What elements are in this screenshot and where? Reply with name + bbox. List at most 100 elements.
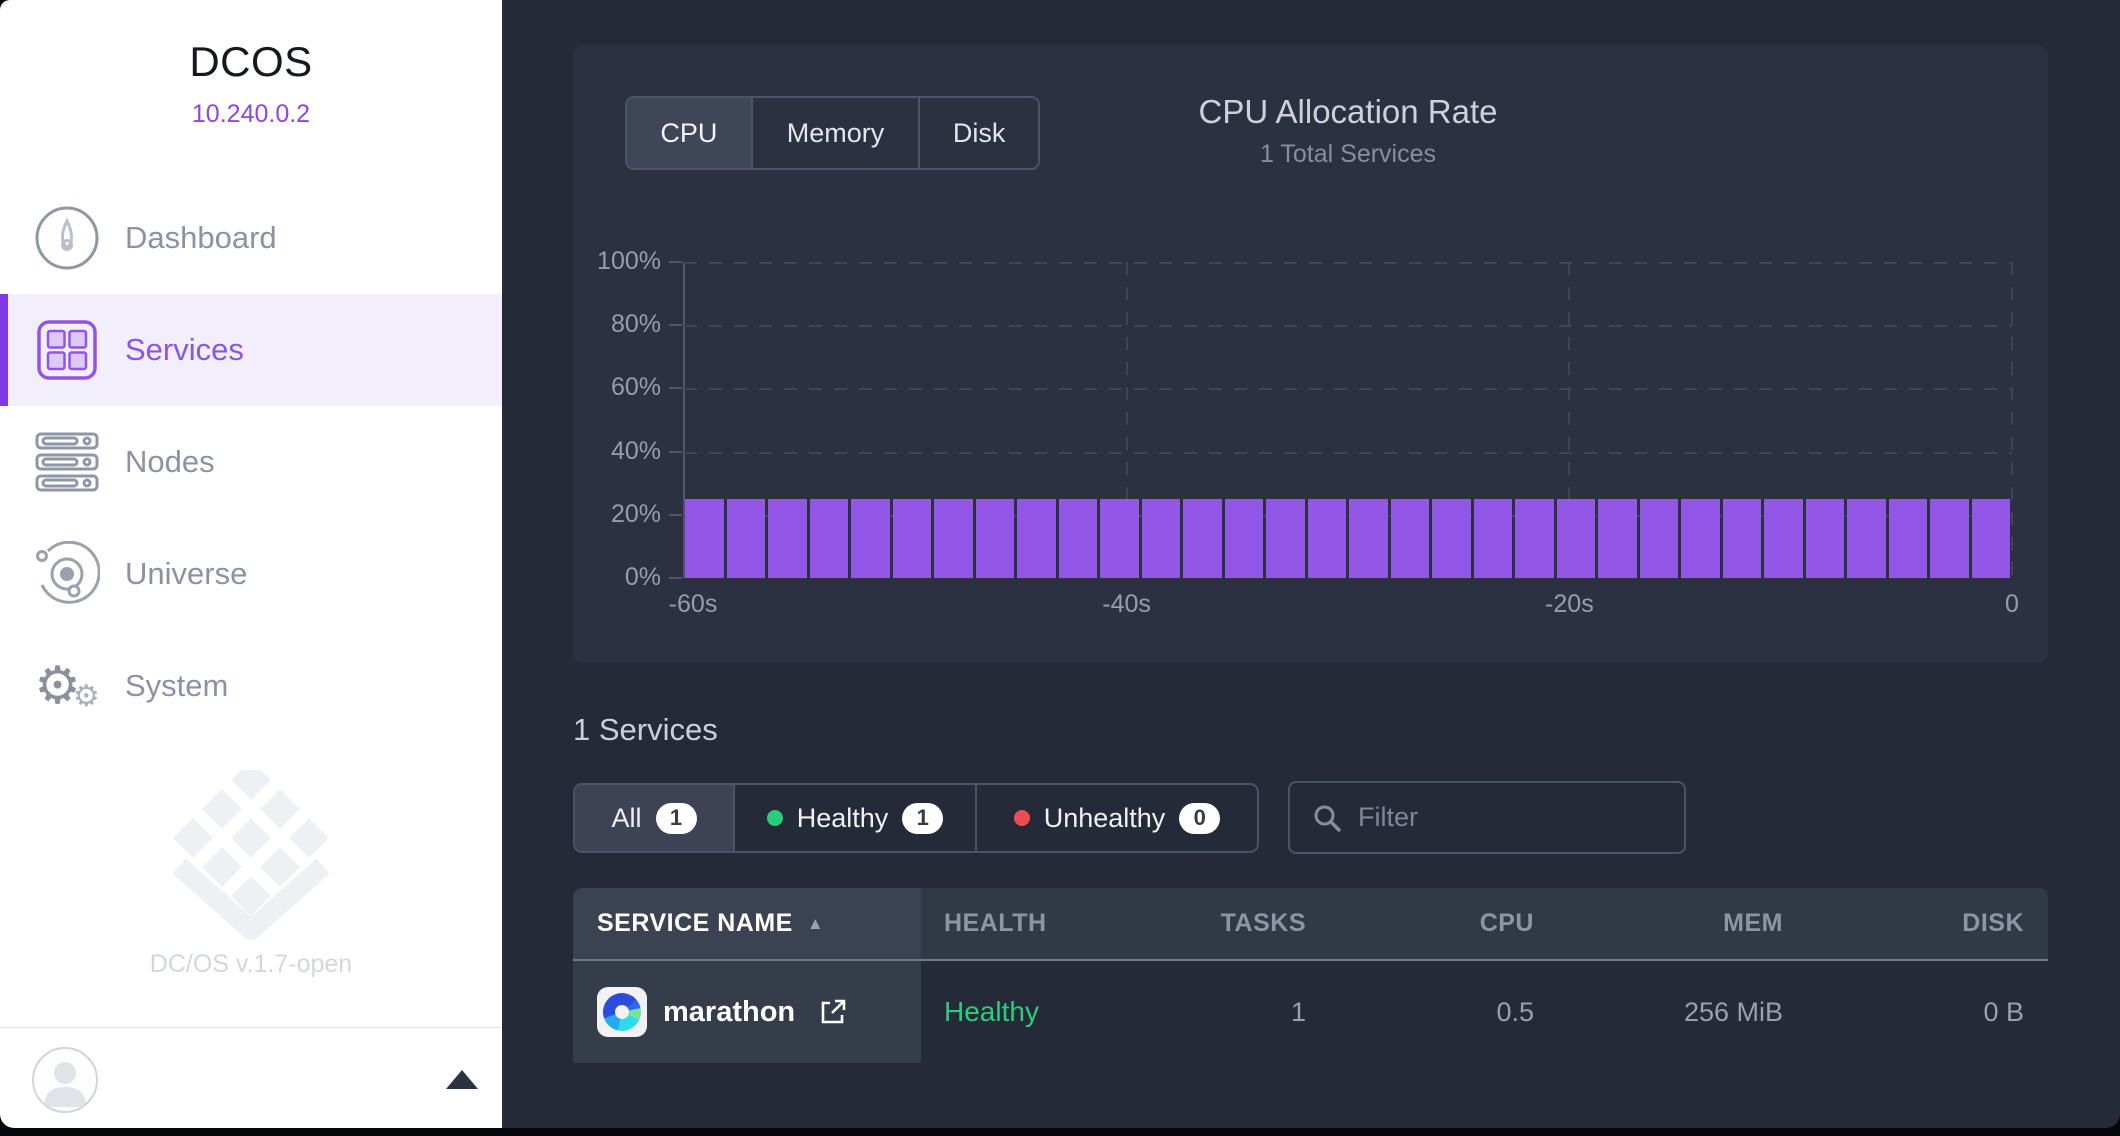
filter-tab-healthy[interactable]: Healthy 1 xyxy=(733,785,975,851)
y-tick-label: 80% xyxy=(610,310,661,338)
gridline-80 xyxy=(684,325,2012,327)
health-filter-tabs: All 1 Healthy 1 Unhealthy 0 xyxy=(573,783,1259,853)
x-tick-label: -20s xyxy=(1545,590,1594,618)
search-icon xyxy=(1314,805,1341,832)
bar xyxy=(1681,499,1720,578)
x-tick-label: -60s xyxy=(668,590,718,618)
y-axis-line xyxy=(683,262,685,578)
plot-area xyxy=(684,262,2013,578)
sidebar-divider xyxy=(0,1027,502,1028)
count-badge: 0 xyxy=(1179,802,1221,834)
services-table-header: SERVICE NAME ▲ HEALTH TASKS CPU MEM DISK xyxy=(573,888,2048,961)
bar xyxy=(1598,499,1637,578)
column-header-disk[interactable]: DISK xyxy=(1962,909,2024,937)
filter-tab-all[interactable]: All 1 xyxy=(575,785,733,851)
mem-cell: 256 MiB xyxy=(1683,996,1783,1027)
column-header-mem[interactable]: MEM xyxy=(1723,909,1783,937)
service-name-cell: marathon xyxy=(573,961,921,1063)
bar xyxy=(1266,499,1305,578)
health-cell: Healthy xyxy=(944,996,1039,1027)
sidebar-item-system[interactable]: ⚙ ⚙ System xyxy=(0,630,502,742)
x-tick-label: -40s xyxy=(1102,590,1151,618)
bar xyxy=(1930,499,1969,578)
column-header-cpu[interactable]: CPU xyxy=(1479,909,1534,937)
gridline-100 xyxy=(684,262,2012,264)
bar xyxy=(1432,499,1471,578)
tab-disk[interactable]: Disk xyxy=(918,98,1038,168)
sidebar-item-label: Universe xyxy=(125,556,248,591)
bar xyxy=(1515,499,1554,578)
sidebar-item-label: Nodes xyxy=(125,444,215,479)
column-header-service-name[interactable]: SERVICE NAME ▲ xyxy=(573,888,921,959)
bar xyxy=(1349,499,1388,578)
filter-search-box xyxy=(1288,781,1712,854)
nodes-icon xyxy=(33,428,101,496)
gauge-icon xyxy=(33,204,101,272)
bar xyxy=(685,499,724,578)
gridline-0s xyxy=(2011,262,2013,578)
tab-memory[interactable]: Memory xyxy=(750,98,918,168)
column-header-tasks[interactable]: TASKS xyxy=(1220,909,1306,937)
bar xyxy=(1183,499,1222,578)
dcos-logo-watermark xyxy=(0,770,502,940)
allocation-chart-panel: CPU Memory Disk CPU Allocation Rate 1 To… xyxy=(573,45,2048,663)
sidebar-item-label: Dashboard xyxy=(125,220,277,255)
filter-input[interactable] xyxy=(1358,802,1712,833)
gridline-minus40s xyxy=(1125,262,1128,578)
services-grid-icon xyxy=(33,316,101,384)
y-tick-label: 0% xyxy=(624,563,661,591)
y-tick-label: 60% xyxy=(610,373,661,401)
sidebar-item-label: System xyxy=(125,668,229,703)
count-badge: 1 xyxy=(902,802,944,834)
service-name: marathon xyxy=(663,995,796,1028)
y-tick-label: 20% xyxy=(610,500,661,528)
bar xyxy=(1141,499,1180,578)
system-gears-icon: ⚙ ⚙ xyxy=(34,657,100,715)
services-table: SERVICE NAME ▲ HEALTH TASKS CPU MEM DISK… xyxy=(573,888,2048,1063)
count-badge: 1 xyxy=(655,802,697,834)
filter-tab-unhealthy[interactable]: Unhealthy 0 xyxy=(975,785,1257,851)
main-content: CPU Memory Disk CPU Allocation Rate 1 To… xyxy=(502,0,2120,1128)
y-axis-tick xyxy=(669,514,682,516)
resource-tabs: CPU Memory Disk xyxy=(625,96,1040,170)
bar xyxy=(1971,499,2010,578)
bar xyxy=(1100,499,1139,578)
y-tick-label: 40% xyxy=(610,437,661,465)
sidebar-nav: Dashboard Services xyxy=(0,182,502,742)
bar xyxy=(1764,499,1803,578)
user-avatar[interactable] xyxy=(32,1047,98,1113)
gridline-minus20s xyxy=(1568,262,1571,578)
cpu-cell: 0.5 xyxy=(1496,996,1534,1027)
bar xyxy=(934,499,973,578)
bar xyxy=(1224,499,1263,578)
tasks-cell: 1 xyxy=(1290,996,1306,1027)
bar xyxy=(1390,499,1429,578)
x-axis-labels: -60s -40s -20s 0 xyxy=(669,590,2019,622)
unhealthy-dot-icon xyxy=(1013,810,1030,826)
sidebar-item-universe[interactable]: Universe xyxy=(0,518,502,630)
bar xyxy=(975,499,1014,578)
cluster-ip[interactable]: 10.240.0.2 xyxy=(191,100,311,128)
bar xyxy=(1847,499,1886,578)
bar xyxy=(1017,499,1056,578)
cluster-name: DCOS xyxy=(189,38,313,85)
x-tick-label: 0 xyxy=(2005,590,2019,618)
bar xyxy=(1473,499,1512,578)
sort-ascending-icon: ▲ xyxy=(806,913,825,933)
sidebar-item-dashboard[interactable]: Dashboard xyxy=(0,182,502,294)
external-link-icon[interactable] xyxy=(817,996,849,1028)
sidebar-item-nodes[interactable]: Nodes xyxy=(0,406,502,518)
user-menu-caret-icon[interactable] xyxy=(446,1070,478,1089)
sidebar-item-services[interactable]: Services xyxy=(0,294,502,406)
bar xyxy=(726,499,765,578)
y-axis-tick xyxy=(669,387,682,389)
cpu-allocation-bars xyxy=(685,262,2010,578)
bar xyxy=(1639,499,1678,578)
tab-cpu[interactable]: CPU xyxy=(627,98,751,168)
bar xyxy=(768,499,807,578)
gridline-20 xyxy=(684,515,2012,517)
column-header-health[interactable]: HEALTH xyxy=(944,909,1047,937)
table-row-marathon[interactable]: marathon Healthy 1 0.5 256 MiB 0 B xyxy=(573,961,2048,1063)
sidebar-item-label: Services xyxy=(125,332,244,367)
